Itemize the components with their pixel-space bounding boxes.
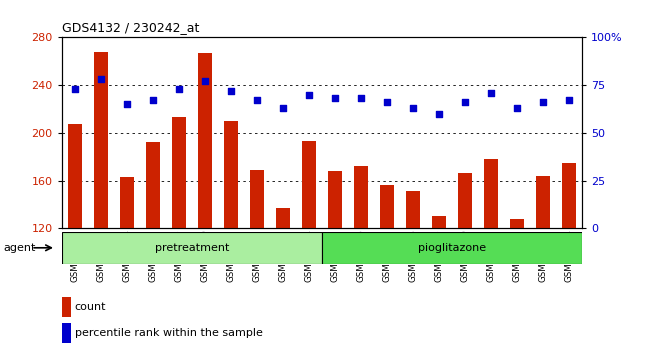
Point [200, 78, 210, 84]
Point [512, 105, 522, 111]
Bar [406, 191, 420, 228]
Text: percentile rank within the sample: percentile rank within the sample [75, 328, 263, 338]
Point [304, 92, 314, 97]
Bar [250, 170, 264, 228]
Point [174, 86, 184, 92]
Point [460, 99, 470, 105]
Bar [458, 173, 472, 228]
Text: GDS4132 / 230242_at: GDS4132 / 230242_at [62, 21, 199, 34]
Point [278, 105, 288, 111]
Bar [120, 177, 134, 228]
Bar [380, 185, 394, 228]
Point [486, 90, 496, 96]
Bar [484, 159, 498, 228]
Bar [276, 208, 290, 228]
Point [96, 76, 106, 82]
Point [252, 97, 262, 103]
Bar [562, 162, 576, 228]
Bar [198, 53, 212, 228]
Bar [354, 166, 368, 228]
Point [330, 96, 340, 101]
Point [564, 97, 574, 103]
Point [226, 88, 236, 93]
Bar [62, 323, 71, 343]
Point [538, 99, 548, 105]
Text: count: count [75, 302, 106, 312]
Bar [62, 232, 322, 264]
Text: agent: agent [3, 243, 36, 253]
Point [356, 96, 366, 101]
Text: pretreatment: pretreatment [155, 243, 229, 253]
Bar [172, 117, 186, 228]
Bar [224, 121, 238, 228]
Bar [68, 124, 82, 228]
Point [148, 97, 158, 103]
Point [382, 99, 392, 105]
Point [434, 111, 444, 116]
Point [122, 101, 132, 107]
Bar [62, 297, 71, 317]
Bar [146, 142, 160, 228]
Point [408, 105, 418, 111]
Point [70, 86, 80, 92]
Bar [94, 51, 108, 228]
Bar [328, 171, 342, 228]
Bar [302, 141, 316, 228]
Bar [536, 176, 550, 228]
Text: pioglitazone: pioglitazone [418, 243, 486, 253]
Bar [432, 216, 446, 228]
Bar [322, 232, 582, 264]
Bar [510, 219, 524, 228]
